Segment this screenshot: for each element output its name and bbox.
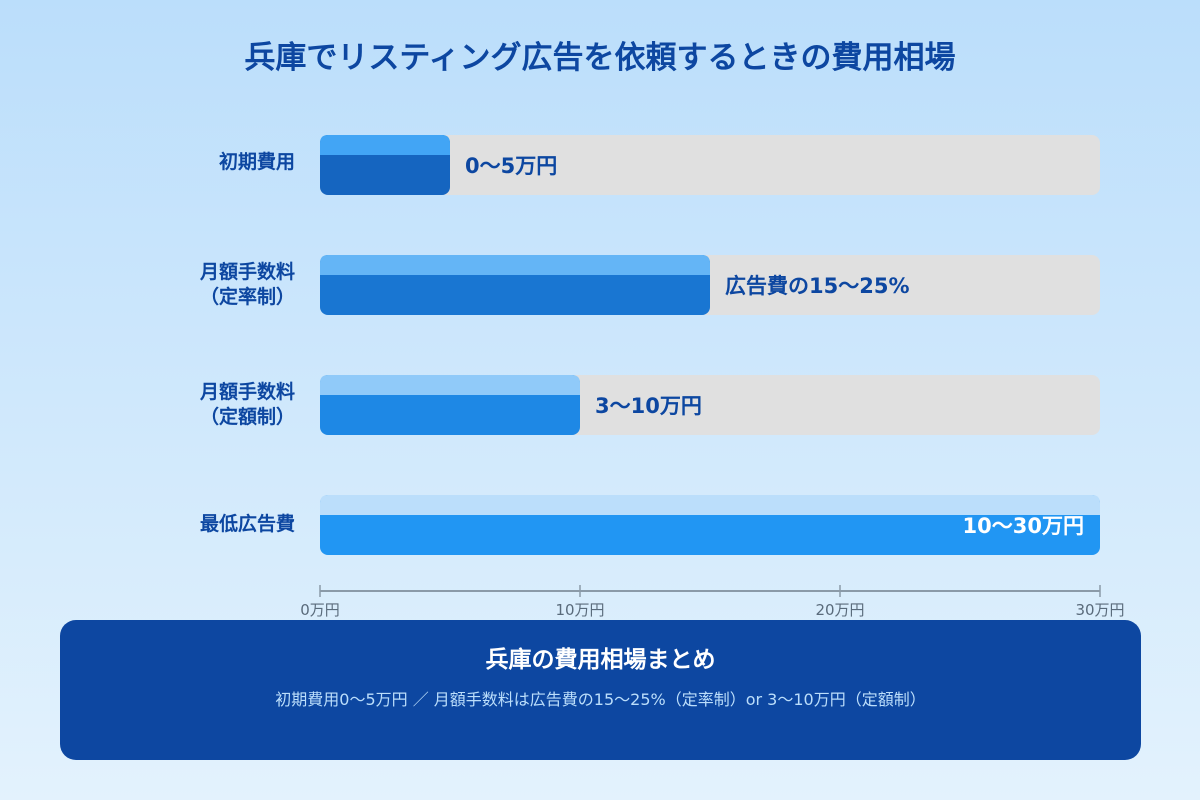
x-tick-label: 20万円 (815, 601, 864, 619)
x-tick-label: 0万円 (300, 601, 340, 619)
bar-track (320, 135, 1100, 195)
summary-title: 兵庫の費用相場まとめ (485, 647, 716, 673)
bar-highlight (320, 255, 710, 275)
data-label: 3〜10万円 (595, 394, 702, 418)
category-label: 月額手数料 （定率制） (199, 261, 295, 308)
x-tick-label: 30万円 (1075, 601, 1124, 619)
category-label: 最低広告費 (199, 513, 295, 535)
category-label: 初期費用 (218, 151, 295, 173)
bar-highlight (320, 375, 580, 395)
data-label: 広告費の15〜25% (725, 274, 910, 298)
x-tick-label: 10万円 (555, 601, 604, 619)
category-label: 月額手数料 （定額制） (199, 381, 295, 428)
summary-box: 兵庫の費用相場まとめ 初期費用0〜5万円 ／ 月額手数料は広告費の15〜25%（… (60, 620, 1141, 760)
bar-highlight (320, 495, 1100, 515)
data-label: 10〜30万円 (963, 514, 1084, 538)
data-label: 0〜5万円 (465, 154, 557, 178)
bar-highlight (320, 135, 450, 155)
chart-title: 兵庫でリスティング広告を依頼するときの費用相場 (244, 40, 956, 76)
summary-text: 初期費用0〜5万円 ／ 月額手数料は広告費の15〜25%（定率制）or 3〜10… (275, 690, 926, 709)
